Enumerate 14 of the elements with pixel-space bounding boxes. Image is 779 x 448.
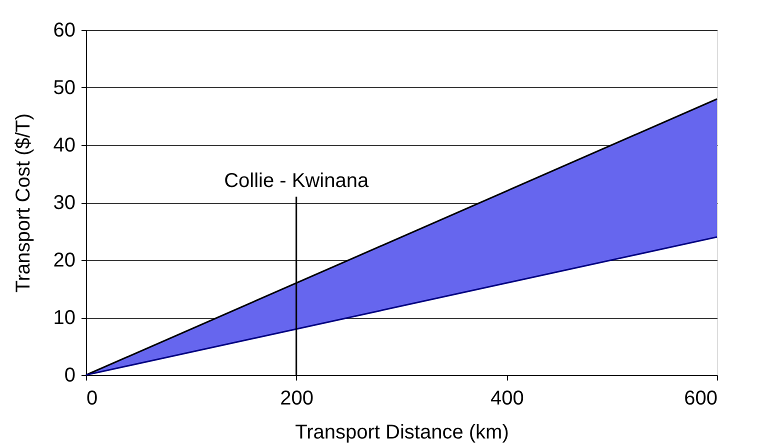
y-tick-label: 0	[64, 364, 76, 386]
x-tick-label: 600	[684, 388, 718, 410]
y-tick-label: 60	[53, 20, 76, 42]
y-tick-label: 40	[53, 134, 76, 156]
y-tick-label: 20	[53, 250, 76, 272]
x-axis-title: Transport Distance (km)	[295, 422, 509, 444]
y-tick-label: 50	[53, 77, 76, 99]
annotation: Collie - Kwinana	[224, 170, 370, 192]
x-tick-label: 400	[490, 388, 524, 410]
x-tick-label: 0	[86, 388, 98, 410]
y-axis-title: Transport Cost ($/T)	[12, 113, 34, 293]
y-tick-label: 10	[53, 307, 76, 329]
y-tick-label: 30	[53, 192, 76, 214]
x-tick-label: 200	[280, 388, 314, 410]
